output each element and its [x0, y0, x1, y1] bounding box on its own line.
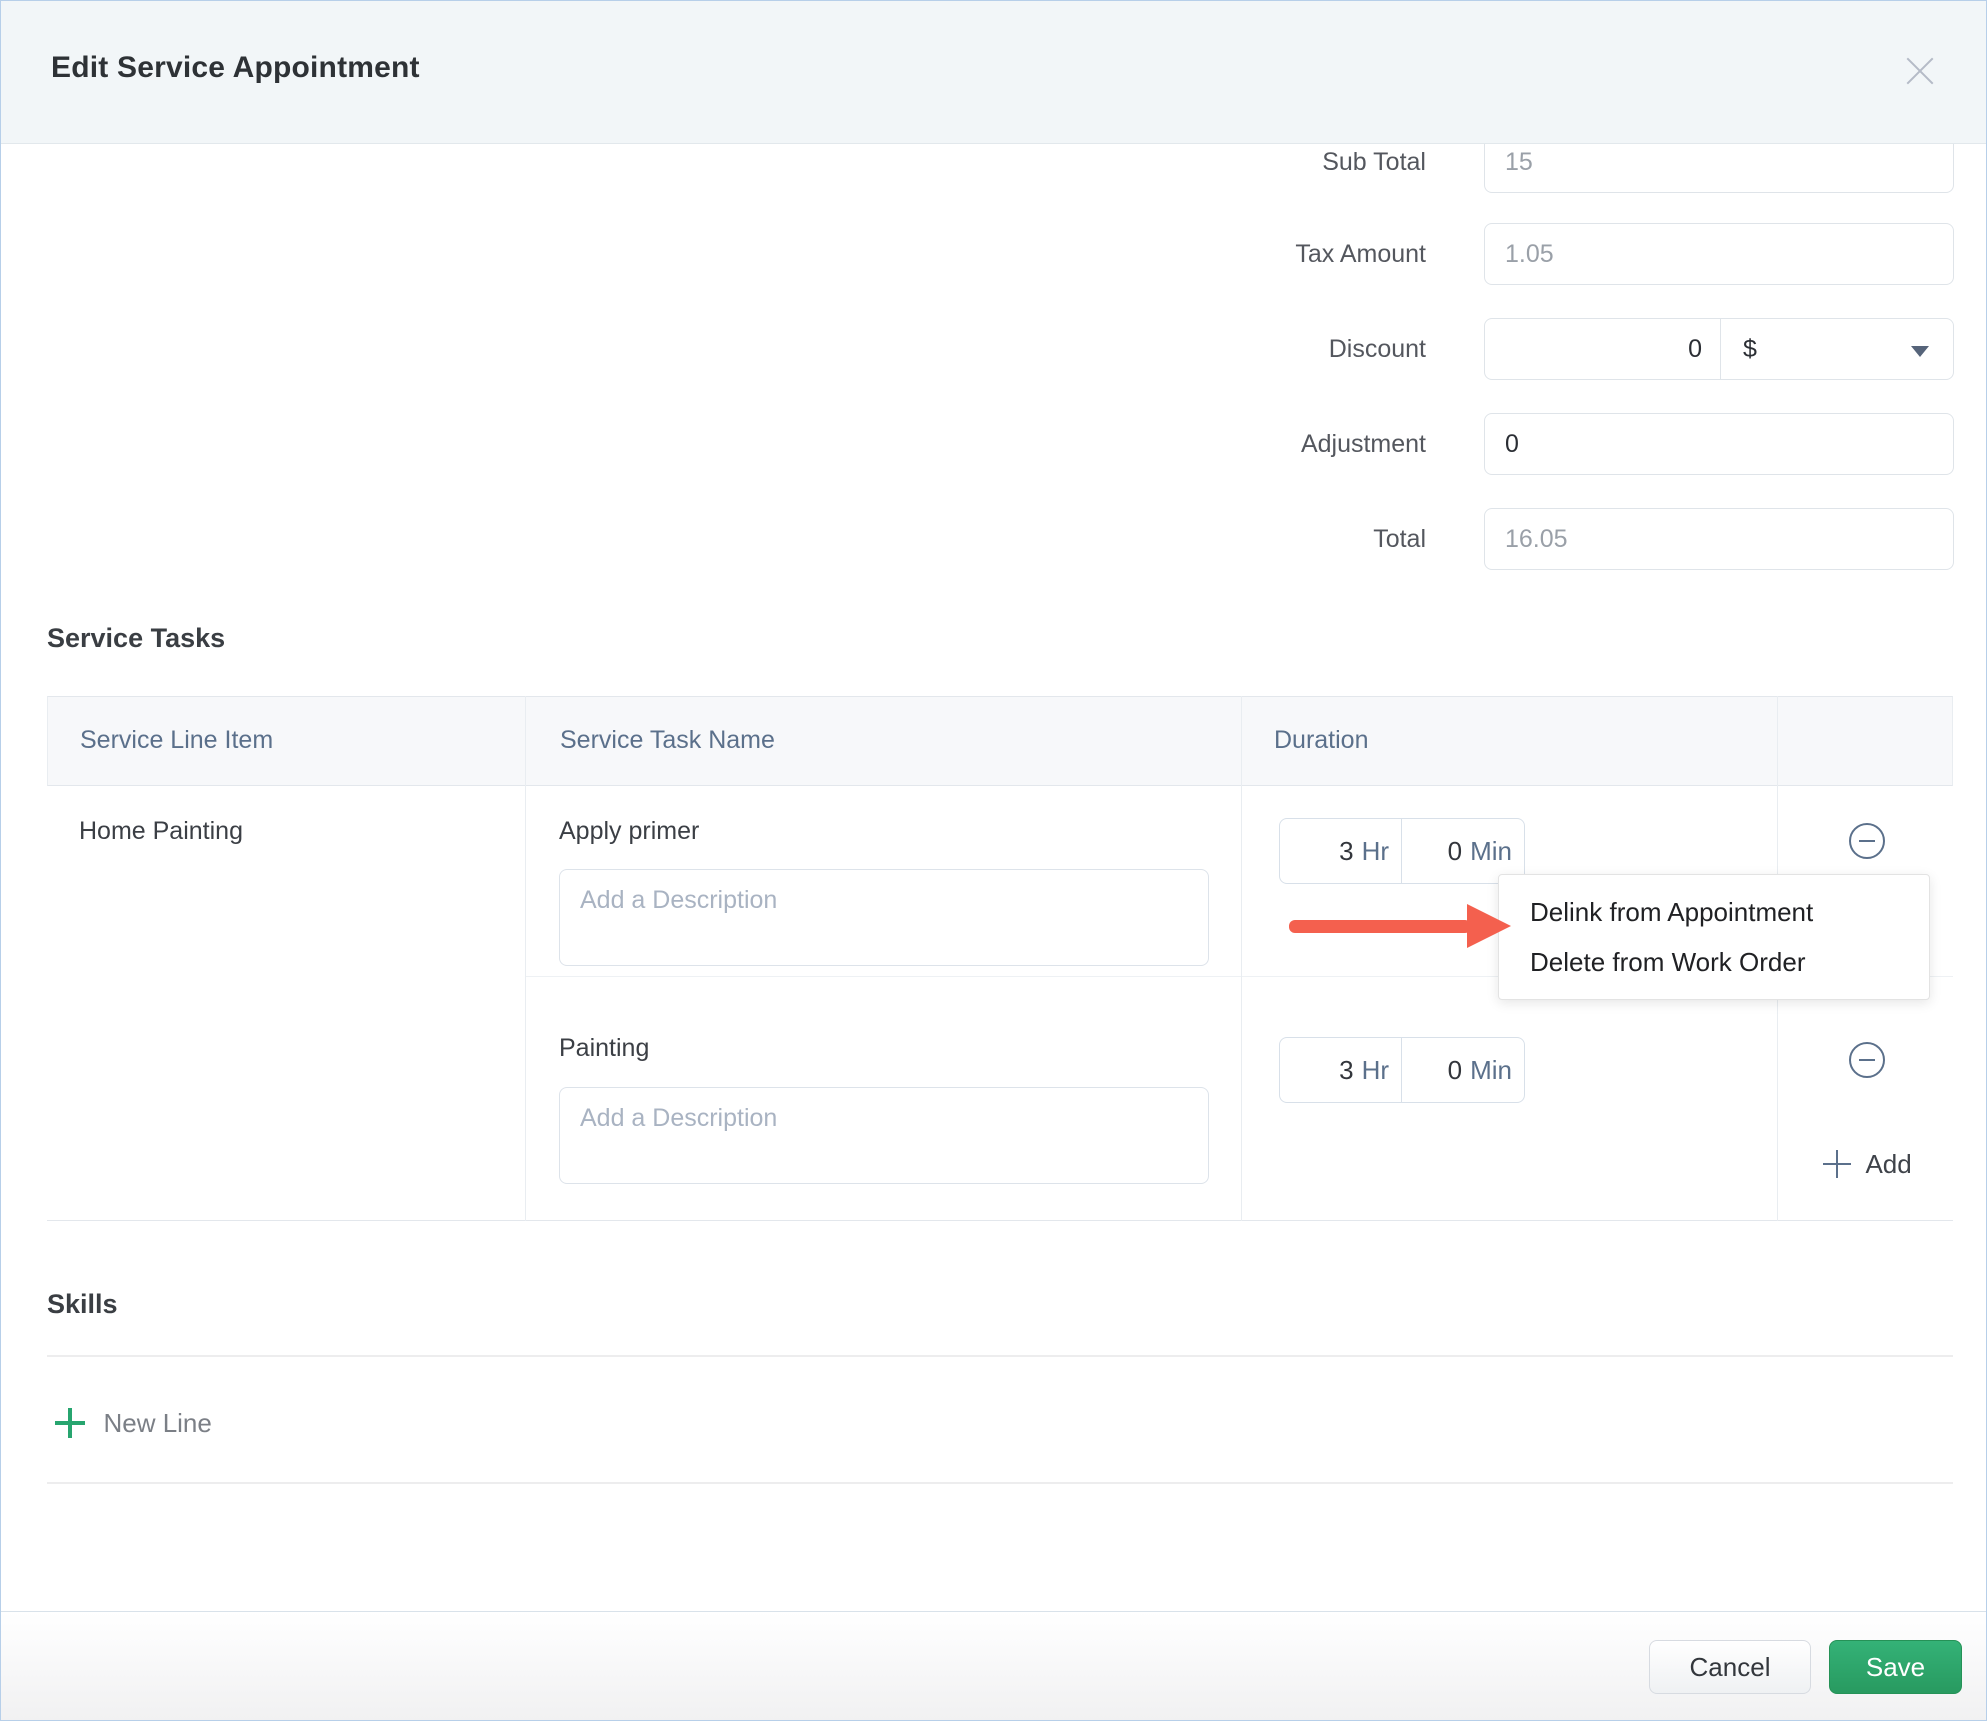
remove-task-icon[interactable]: [1849, 1042, 1885, 1078]
duration-hours-input[interactable]: 3 Hr: [1280, 819, 1402, 883]
duration-hours-unit: Hr: [1361, 1054, 1389, 1085]
arrow-head-icon: [1467, 904, 1511, 948]
divider: [47, 1482, 1953, 1484]
col-duration: Duration: [1274, 726, 1369, 754]
col-service-task-name: Service Task Name: [560, 726, 775, 754]
duration-hours-value: 3: [1339, 835, 1354, 866]
duration-minutes-value: 0: [1447, 1054, 1463, 1085]
discount-label: Discount: [1328, 335, 1426, 363]
divider: [47, 1355, 1953, 1357]
minus-icon: [1859, 1059, 1875, 1061]
table-column-divider: [525, 696, 526, 1221]
table-row-divider: [525, 976, 1953, 977]
table-bottom-border: [47, 1220, 1953, 1221]
new-line-label: New Line: [103, 1408, 212, 1438]
duration-minutes-input[interactable]: 0 Min: [1402, 1038, 1524, 1102]
tax-amount-field: 1.05: [1484, 223, 1954, 285]
discount-group: 0 $: [1484, 318, 1954, 380]
total-label: Total: [1373, 525, 1426, 553]
col-service-line-item: Service Line Item: [80, 726, 274, 754]
task-description-input[interactable]: [559, 869, 1209, 966]
save-button[interactable]: Save: [1829, 1640, 1962, 1694]
duration-widget: 3 Hr 0 Min: [1279, 818, 1525, 884]
duration-hours-input[interactable]: 3 Hr: [1280, 1038, 1402, 1102]
arrow-shaft: [1289, 920, 1471, 933]
close-icon[interactable]: [1902, 53, 1938, 89]
duration-minutes-value: 0: [1447, 835, 1463, 866]
duration-hours-value: 3: [1339, 1054, 1354, 1085]
discount-unit-value: $: [1743, 335, 1757, 363]
task-name: Apply primer: [559, 817, 700, 845]
modal-footer: Cancel Save: [1, 1611, 1986, 1720]
task-name: Painting: [559, 1034, 650, 1062]
plus-icon: [1823, 1150, 1851, 1178]
menu-item-delink-from-appointment[interactable]: Delink from Appointment: [1530, 897, 1814, 927]
menu-item-delete-from-work-order[interactable]: Delete from Work Order: [1530, 947, 1806, 977]
discount-input[interactable]: 0: [1485, 319, 1721, 379]
service-tasks-heading: Service Tasks: [47, 623, 226, 653]
cancel-button[interactable]: Cancel: [1649, 1640, 1811, 1694]
service-tasks-table-header: Service Line Item Service Task Name Dura…: [47, 696, 1953, 786]
add-task-label: Add: [1865, 1149, 1912, 1179]
plus-icon: [55, 1408, 85, 1438]
adjustment-field[interactable]: 0: [1484, 413, 1954, 475]
duration-widget: 3 Hr 0 Min: [1279, 1037, 1525, 1103]
total-field: 16.05: [1484, 508, 1954, 570]
sub-total-label: Sub Total: [1322, 148, 1426, 176]
skills-heading: Skills: [47, 1289, 118, 1319]
new-line-button[interactable]: New Line: [55, 1406, 212, 1440]
task-description-input[interactable]: [559, 1087, 1209, 1184]
chevron-down-icon: [1911, 346, 1929, 357]
table-column-divider: [1241, 696, 1242, 1221]
duration-hours-unit: Hr: [1361, 835, 1389, 866]
modal-header: Edit Service Appointment: [1, 1, 1986, 144]
add-task-button[interactable]: Add: [1823, 1147, 1912, 1181]
duration-minutes-input[interactable]: 0 Min: [1402, 819, 1524, 883]
remove-task-icon[interactable]: [1849, 823, 1885, 859]
duration-minutes-unit: Min: [1470, 1054, 1512, 1085]
minus-icon: [1859, 840, 1875, 842]
modal-title: Edit Service Appointment: [51, 51, 420, 84]
adjustment-label: Adjustment: [1300, 430, 1426, 458]
task-context-menu: Delink from Appointment Delete from Work…: [1498, 874, 1930, 1000]
discount-unit-select[interactable]: $: [1721, 319, 1953, 379]
service-line-item-value: Home Painting: [79, 817, 243, 845]
tax-amount-label: Tax Amount: [1295, 240, 1426, 268]
duration-minutes-unit: Min: [1470, 835, 1512, 866]
